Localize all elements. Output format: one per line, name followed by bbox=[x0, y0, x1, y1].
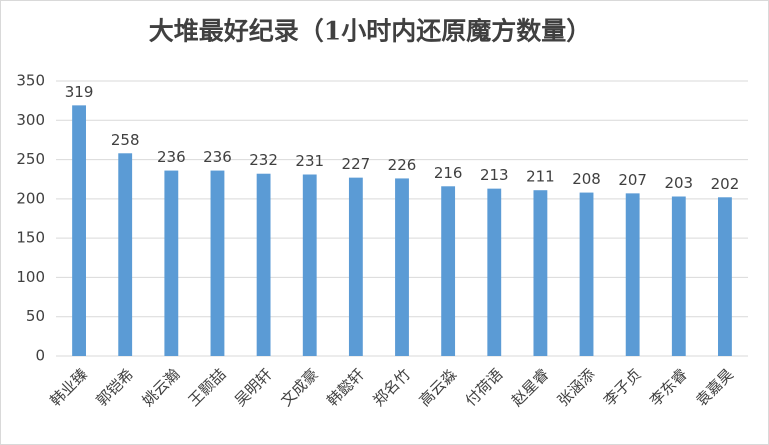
bar bbox=[210, 170, 225, 356]
bar bbox=[579, 192, 594, 356]
data-label: 236 bbox=[157, 148, 186, 166]
data-label: 213 bbox=[480, 166, 509, 184]
data-label: 203 bbox=[664, 174, 693, 192]
bar bbox=[487, 188, 502, 356]
bar bbox=[256, 173, 271, 356]
data-label: 226 bbox=[388, 156, 417, 174]
y-tick-label: 100 bbox=[16, 268, 45, 286]
data-label: 211 bbox=[526, 168, 555, 186]
bar bbox=[72, 105, 86, 356]
data-label: 319 bbox=[65, 83, 94, 101]
bar bbox=[441, 186, 456, 356]
y-tick-label: 300 bbox=[16, 111, 45, 129]
data-label: 208 bbox=[572, 170, 601, 188]
y-tick-label: 0 bbox=[35, 347, 45, 365]
data-label: 207 bbox=[618, 171, 647, 189]
y-tick-label: 200 bbox=[16, 189, 45, 207]
data-label: 231 bbox=[295, 152, 324, 170]
data-label: 236 bbox=[203, 148, 232, 166]
bar bbox=[395, 178, 409, 356]
bar bbox=[718, 197, 732, 356]
data-label: 232 bbox=[249, 151, 278, 169]
y-tick-label: 50 bbox=[26, 307, 45, 325]
bar bbox=[164, 170, 179, 356]
chart-title: 大堆最好纪录（1小时内还原魔方数量） bbox=[149, 17, 591, 46]
data-label: 227 bbox=[342, 155, 371, 173]
bar bbox=[533, 190, 548, 356]
bar bbox=[671, 196, 686, 356]
y-tick-label: 150 bbox=[16, 229, 45, 247]
bar bbox=[348, 177, 363, 356]
data-label: 202 bbox=[711, 175, 740, 193]
bar bbox=[625, 193, 640, 356]
bar bbox=[118, 153, 133, 356]
data-label: 216 bbox=[434, 164, 463, 182]
data-label: 258 bbox=[111, 131, 140, 149]
y-tick-label: 250 bbox=[16, 150, 45, 168]
y-tick-label: 350 bbox=[16, 72, 45, 90]
bar bbox=[302, 174, 317, 356]
